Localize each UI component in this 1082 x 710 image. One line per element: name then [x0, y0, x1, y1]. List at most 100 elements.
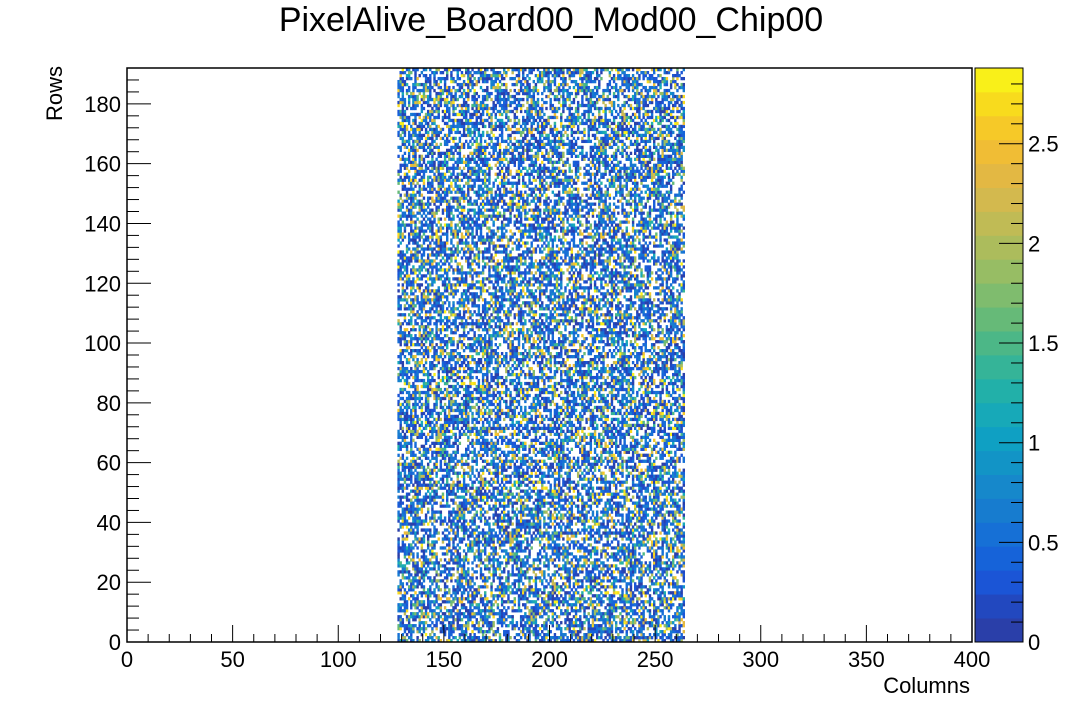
heatmap-cell — [397, 340, 400, 344]
heatmap-cell — [439, 229, 443, 233]
heatmap-cell — [437, 346, 440, 350]
heatmap-cell — [412, 516, 415, 520]
heatmap-cell — [448, 405, 451, 410]
heatmap-cell — [450, 408, 453, 413]
heatmap-cell — [424, 127, 428, 132]
heatmap-cell — [443, 160, 447, 164]
heatmap-cell — [486, 636, 489, 640]
heatmap-cell — [460, 474, 464, 478]
heatmap-cell — [448, 187, 451, 191]
heatmap-cell — [412, 97, 415, 102]
heatmap-cell — [443, 612, 447, 616]
heatmap-cell — [471, 79, 474, 84]
heatmap-cell — [433, 187, 436, 191]
heatmap-cell — [484, 220, 487, 224]
heatmap-cell — [431, 250, 434, 254]
heatmap-cell — [467, 133, 470, 138]
heatmap-cell — [405, 534, 409, 538]
heatmap-cell — [405, 157, 409, 161]
heatmap-cell — [412, 268, 415, 272]
heatmap-cell — [465, 322, 468, 326]
heatmap-cell — [416, 313, 419, 317]
heatmap-cell — [469, 615, 472, 619]
heatmap-cell — [477, 166, 481, 170]
heatmap-cell — [443, 426, 447, 431]
heatmap-cell — [467, 444, 470, 448]
heatmap-cell — [458, 352, 462, 356]
heatmap-cell — [471, 441, 474, 445]
heatmap-cell — [407, 627, 411, 631]
heatmap-cell — [469, 405, 472, 410]
heatmap-cell — [479, 567, 483, 571]
heatmap-cell — [479, 169, 483, 173]
heatmap-cell — [471, 471, 474, 475]
heatmap-cell — [443, 355, 447, 359]
heatmap-cell — [456, 495, 459, 499]
heatmap-cell — [460, 271, 464, 275]
heatmap-cell — [422, 265, 426, 269]
heatmap-cell — [456, 360, 459, 365]
heatmap-cell — [481, 465, 485, 469]
heatmap-cell — [443, 594, 447, 598]
heatmap-cell — [426, 447, 430, 451]
heatmap-cell — [441, 232, 445, 236]
heatmap-cell — [407, 471, 411, 475]
heatmap-cell — [397, 573, 400, 577]
heatmap-cell — [412, 618, 415, 622]
heatmap-cell — [460, 618, 464, 622]
heatmap-cell — [475, 396, 478, 401]
heatmap-cell — [420, 402, 424, 407]
heatmap-cell — [410, 181, 413, 185]
heatmap-cell — [477, 405, 481, 410]
heatmap-cell — [475, 226, 478, 230]
heatmap-cell — [465, 405, 468, 410]
heatmap-cell — [397, 432, 400, 437]
heatmap-cell — [424, 100, 428, 105]
heatmap-cell — [426, 378, 430, 383]
heatmap-cell — [467, 612, 470, 616]
heatmap-cell — [435, 229, 438, 233]
heatmap-cell — [448, 91, 451, 96]
heatmap-cell — [435, 79, 438, 84]
heatmap-cell — [467, 331, 470, 335]
heatmap-cell — [405, 307, 409, 311]
heatmap-cell — [426, 247, 430, 251]
heatmap-cell — [397, 459, 400, 463]
heatmap-cell — [475, 175, 478, 179]
heatmap-cell — [429, 381, 432, 386]
heatmap-cell — [458, 145, 462, 150]
heatmap-cell — [426, 615, 430, 619]
heatmap-cell — [477, 337, 481, 341]
heatmap-cell — [405, 417, 409, 422]
heatmap-cell — [426, 510, 430, 514]
heatmap-cell — [460, 375, 464, 380]
heatmap-cell — [403, 214, 407, 218]
heatmap-cell — [410, 334, 413, 338]
heatmap-cell — [460, 334, 464, 338]
heatmap-cell — [471, 136, 474, 141]
heatmap-cell — [450, 558, 453, 562]
heatmap-cell — [443, 88, 447, 93]
heatmap-cell — [454, 256, 457, 260]
heatmap-cell — [403, 495, 407, 499]
heatmap-cell — [456, 561, 459, 565]
heatmap-cell — [433, 363, 436, 368]
heatmap-cell — [399, 337, 402, 341]
heatmap-cell — [403, 343, 407, 347]
heatmap-cell — [410, 438, 413, 442]
heatmap-cell — [467, 295, 470, 299]
heatmap-cell — [454, 603, 457, 607]
heatmap-cell — [460, 196, 464, 200]
heatmap-cell — [462, 133, 466, 138]
heatmap-cell — [424, 79, 428, 84]
heatmap-cell — [422, 307, 426, 311]
heatmap-cell — [465, 633, 468, 637]
heatmap-cell — [420, 537, 424, 541]
heatmap-cell — [418, 396, 421, 401]
heatmap-cell — [397, 214, 400, 218]
heatmap-cell — [471, 94, 474, 99]
heatmap-cell — [435, 480, 438, 484]
heatmap-cell — [422, 447, 426, 451]
heatmap-cell — [481, 438, 485, 442]
heatmap-cell — [458, 588, 462, 592]
